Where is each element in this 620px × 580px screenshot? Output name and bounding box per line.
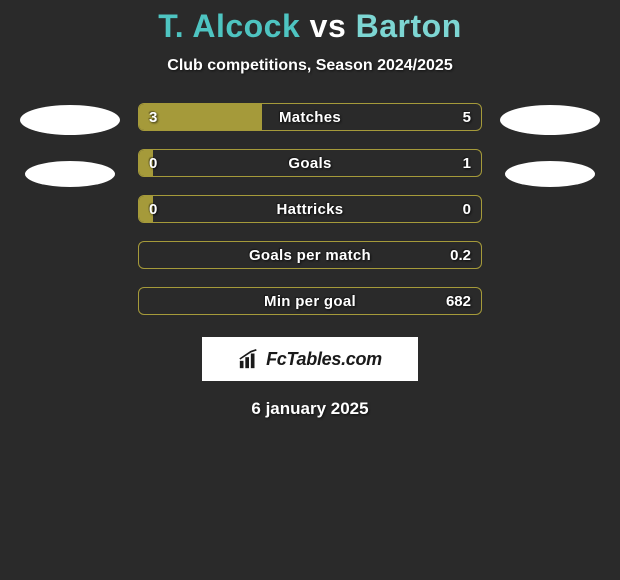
date-label: 6 january 2025 [251,399,368,419]
team-badge-icon [500,105,600,135]
bar-row: 3Matches5 [138,103,482,131]
bar-value-right: 0.2 [450,242,471,268]
infographic-container: T. Alcock vs Barton Club competitions, S… [0,0,620,419]
page-title: T. Alcock vs Barton [158,8,462,45]
bar-label: Goals per match [139,242,481,268]
bar-value-right: 0 [463,196,471,222]
team-badge-icon [505,161,595,187]
title-player1: T. Alcock [158,8,300,44]
bar-value-right: 682 [446,288,471,314]
badge-col-right [500,103,600,187]
badge-col-left [20,103,120,187]
bar-label: Min per goal [139,288,481,314]
team-badge-icon [25,161,115,187]
chart-bars-icon [238,348,260,370]
source-logo: FcTables.com [202,337,418,381]
title-vs: vs [310,8,347,44]
bar-value-right: 5 [463,104,471,130]
bar-label: Matches [139,104,481,130]
bar-label: Hattricks [139,196,481,222]
chart-wrap: 3Matches50Goals10Hattricks0Goals per mat… [0,103,620,315]
bar-value-right: 1 [463,150,471,176]
team-badge-icon [20,105,120,135]
logo-text: FcTables.com [266,349,382,370]
bar-row: 0Goals1 [138,149,482,177]
bar-row: 0Hattricks0 [138,195,482,223]
bar-row: Goals per match0.2 [138,241,482,269]
subtitle: Club competitions, Season 2024/2025 [167,57,452,75]
comparison-bars: 3Matches50Goals10Hattricks0Goals per mat… [138,103,482,315]
bar-label: Goals [139,150,481,176]
bar-row: Min per goal682 [138,287,482,315]
title-player2: Barton [356,8,462,44]
